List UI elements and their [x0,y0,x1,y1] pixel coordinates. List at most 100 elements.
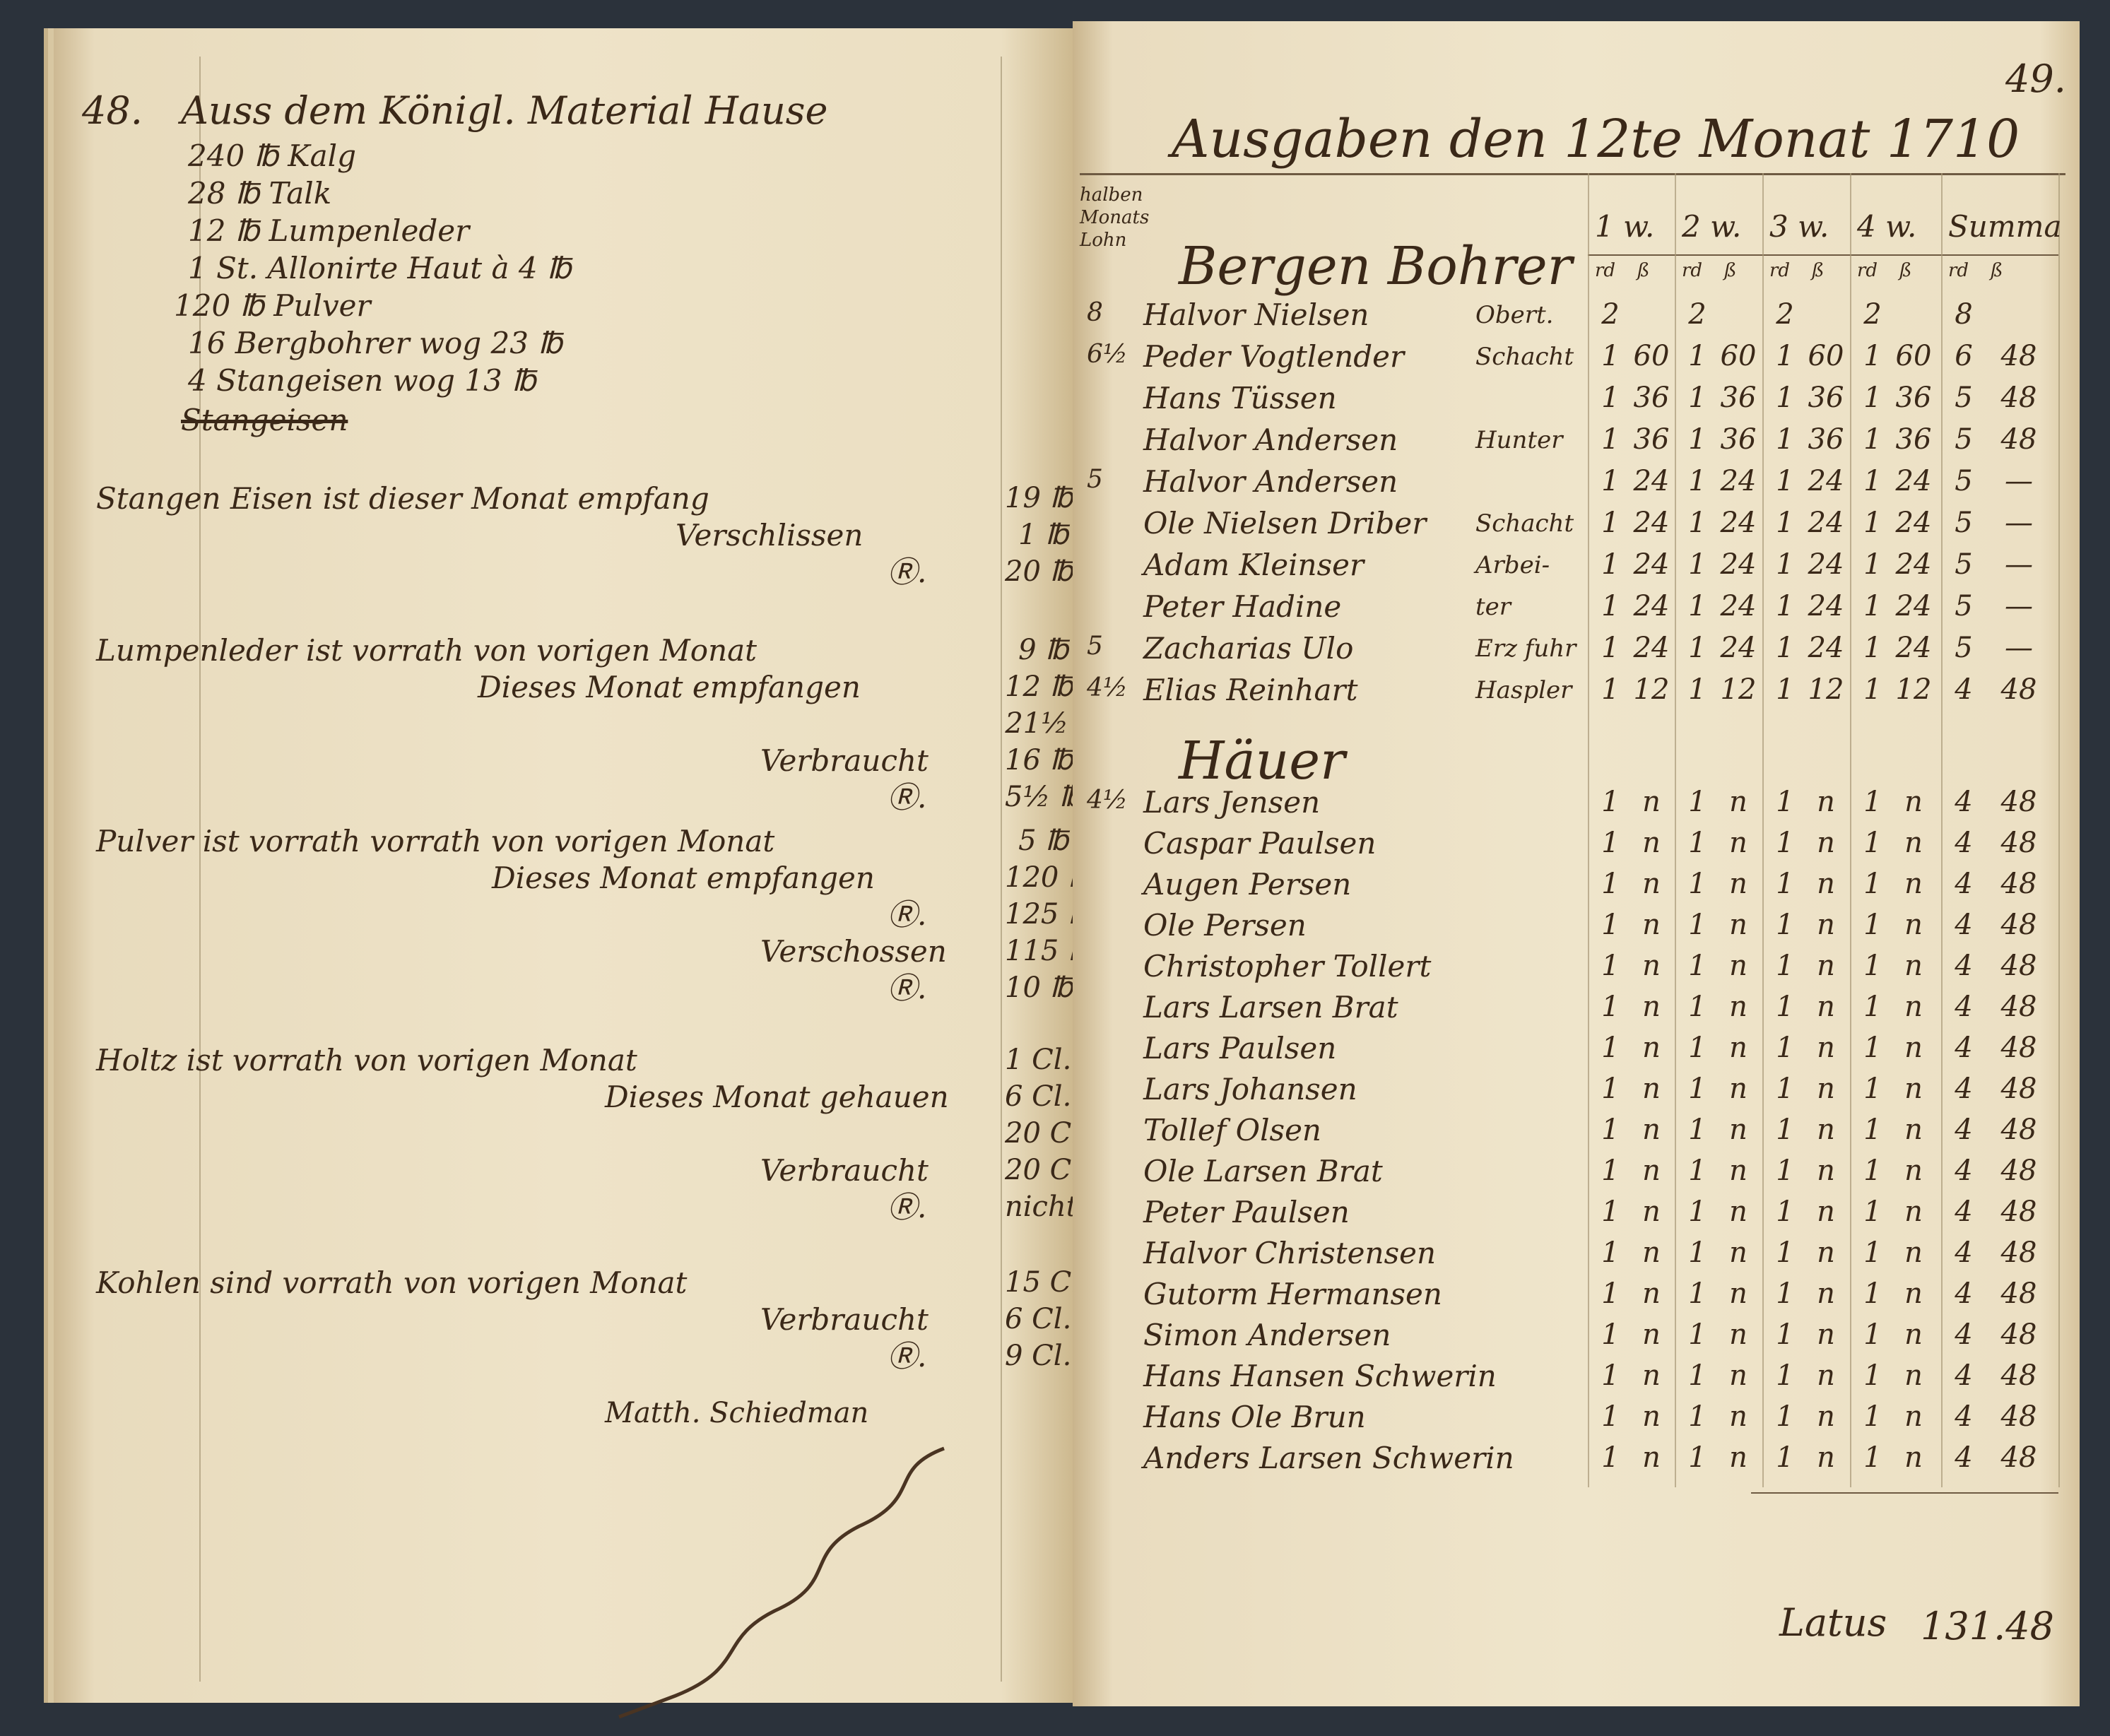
sum-rd: 5 [1955,590,1973,622]
column-rule [2058,173,2060,1487]
week-rd: 1 [1776,1032,1794,1064]
week-rd: 1 [1688,991,1707,1023]
subheader-ss: ß [1637,260,1650,281]
week-rd: 1 [1863,590,1882,622]
week-ss: n [1729,868,1747,900]
week-rd: 1 [1688,1195,1707,1228]
week-ss: n [1817,1073,1835,1105]
worker-name: Halvor Andersen [1143,423,1398,457]
week-rd: 1 [1601,673,1620,706]
week-rd: 1 [1776,673,1794,706]
week-ss: 24 [1895,590,1932,622]
week-rd: 1 [1688,1400,1707,1433]
week-rd: 1 [1776,1400,1794,1433]
received-item: 28 ℔ Talk [188,176,332,211]
week-rd: 1 [1776,909,1794,941]
sum-rd: 4 [1955,1195,1973,1228]
week-ss: 12 [1633,673,1670,706]
half-month-wage: 5 [1087,465,1103,494]
week-rd: 1 [1688,1114,1707,1146]
week-ss: n [1642,1032,1661,1064]
week-ss: 12 [1720,673,1757,706]
worker-name: Hans Ole Brun [1143,1400,1366,1434]
sum-ss: 48 [2000,909,2037,941]
worker-name: Christopher Tollert [1143,949,1432,984]
week-rd: 1 [1601,1318,1620,1351]
week-ss: 24 [1633,590,1670,622]
week-rd: 1 [1863,1400,1882,1433]
subheader-rd: rd [1595,260,1616,281]
week-rd: 1 [1863,868,1882,900]
sum-rd: 4 [1955,909,1973,941]
week-ss: n [1642,991,1661,1023]
worker-name: Elias Reinhart [1143,673,1358,707]
week-rd: 1 [1688,548,1707,581]
week-rd: 1 [1688,1073,1707,1105]
week-ss: 24 [1808,590,1844,622]
week-ss: n [1642,1400,1661,1433]
account-amount: 125 ℔ [1005,898,1091,931]
week-rd: 1 [1688,786,1707,818]
week-ss: 24 [1720,507,1757,539]
page-title: Auss dem Königl. Material Hause [181,88,828,133]
week-rd: 1 [1863,465,1882,497]
sum-ss: 48 [2000,1155,2037,1187]
week-ss: 24 [1895,465,1932,497]
week-ss: n [1729,1359,1747,1392]
week-rd: 1 [1863,673,1882,706]
header-rule [1080,173,2065,175]
worker-name: Gutorm Hermansen [1143,1277,1442,1311]
week-rd: 1 [1776,382,1794,414]
account-heading: Stangen Eisen ist dieser Monat empfang [96,481,709,516]
sum-rd: 5 [1955,465,1973,497]
week-ss: n [1817,1155,1835,1187]
week-ss: n [1817,1236,1835,1269]
sum-ss: 48 [2000,1400,2037,1433]
sum-rd: 4 [1955,1114,1973,1146]
sum-rd: 4 [1955,1359,1973,1392]
week-ss: n [1817,1318,1835,1351]
sum-rd: 4 [1955,827,1973,859]
sum-ss: 48 [2000,340,2037,372]
week-rd: 1 [1601,1277,1620,1310]
sum-rd: 4 [1955,1441,1973,1474]
sum-ss: 48 [2000,1318,2037,1351]
sum-rd: 5 [1955,632,1973,664]
sum-rd: 4 [1955,1318,1973,1351]
week-ss: n [1817,1032,1835,1064]
week-ss: 24 [1895,632,1932,664]
account-amount: 5 ℔ [1018,825,1068,857]
worker-name: Hans Hansen Schwerin [1143,1359,1497,1393]
section-title: Bergen Bohrer [1179,236,1573,297]
column-header: 2 w. [1682,209,1742,244]
week-rd: 1 [1776,340,1794,372]
worker-name: Lars Larsen Brat [1143,990,1398,1025]
week-rd: 1 [1776,632,1794,664]
right-page: 49. Ausgaben den 12te Monat 1710 halben … [1073,21,2080,1706]
account-amount: 21½ [1005,707,1068,740]
worker-role: Haspler [1475,676,1572,704]
week-rd: 1 [1863,1114,1882,1146]
week-rd: 1 [1688,340,1707,372]
worker-role: Obert. [1475,301,1554,329]
week-rd: 1 [1863,786,1882,818]
week-ss: n [1642,909,1661,941]
week-rd: 1 [1776,1195,1794,1228]
week-rd: 1 [1776,465,1794,497]
sum-rd: 4 [1955,991,1973,1023]
week-rd: 1 [1601,590,1620,622]
subheader-ss: ß [1812,260,1825,281]
account-amount: nichts [1005,1191,1092,1223]
week-ss: n [1817,1441,1835,1474]
week-rd: 1 [1601,548,1620,581]
week-ss: n [1729,1236,1747,1269]
week-rd: 1 [1776,868,1794,900]
worker-name: Tollef Olsen [1143,1113,1321,1147]
week-rd: 1 [1863,827,1882,859]
sum-ss: 48 [2000,1441,2037,1474]
week-ss: 24 [1808,548,1844,581]
sum-ss: — [2005,507,2033,539]
week-ss: n [1904,1318,1923,1351]
worker-name: Ole Persen [1143,908,1307,943]
week-ss: n [1904,1155,1923,1187]
